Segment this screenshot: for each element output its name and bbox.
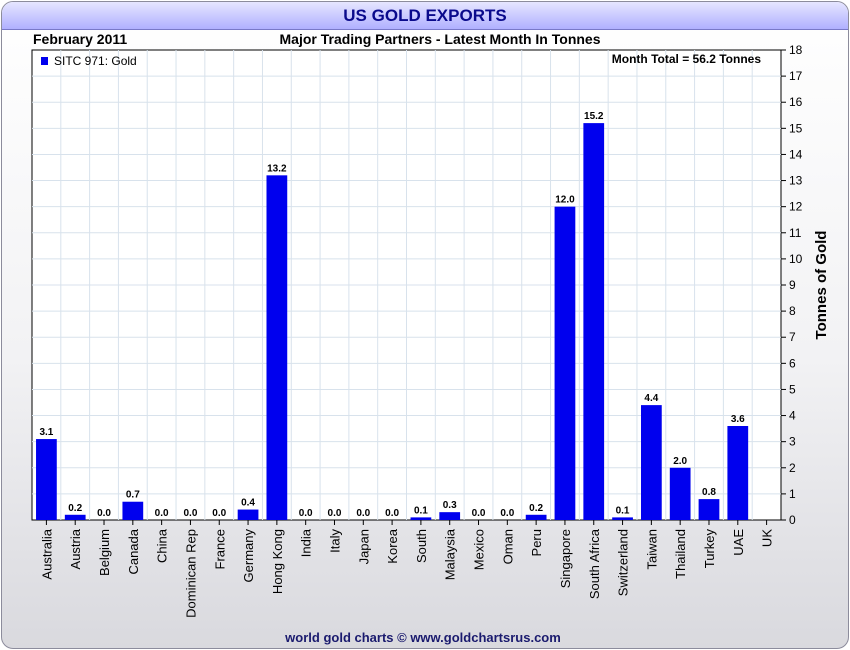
bar-turkey — [698, 499, 720, 520]
x-tick-label: Dominican Rep — [183, 529, 198, 618]
bar-value-label: 0.0 — [356, 508, 370, 519]
x-tick-label: China — [155, 528, 170, 563]
y-tick-label: 13 — [789, 174, 803, 188]
x-tick-label: Canada — [126, 528, 141, 574]
bar-value-label: 0.0 — [155, 508, 169, 519]
x-tick-label: UK — [760, 529, 775, 547]
bar-peru — [525, 514, 547, 520]
x-tick-label: Korea — [385, 528, 400, 563]
x-tick-label: Turkey — [702, 529, 717, 569]
bars — [36, 123, 749, 521]
x-tick-label: South — [414, 529, 429, 563]
bar-uae — [727, 426, 749, 520]
x-tick-label: Italy — [327, 529, 342, 553]
footer-credit: world gold charts © www.goldchartsrus.co… — [285, 630, 561, 645]
bar-thailand — [669, 467, 691, 520]
x-tick-label: Austria — [68, 528, 83, 569]
x-tick-label: Japan — [356, 529, 371, 564]
bar-value-label: 3.6 — [731, 414, 745, 425]
bar-value-label: 0.1 — [616, 505, 630, 516]
bar-value-label: 0.0 — [500, 508, 514, 519]
x-tick-label: Germany — [241, 529, 256, 583]
y-tick-label: 7 — [789, 330, 796, 344]
legend-swatch — [41, 57, 48, 65]
bar-value-label: 3.1 — [39, 427, 53, 438]
x-tick-label: Oman — [500, 529, 515, 564]
gridlines — [32, 50, 781, 520]
x-tick-label: France — [212, 529, 227, 569]
month-total-annotation: Month Total = 56.2 Tonnes — [612, 52, 762, 66]
bar-value-label: 12.0 — [555, 195, 575, 206]
bar-canada — [122, 501, 144, 520]
x-tick-label: Malaysia — [443, 528, 458, 580]
y-tick-label: 11 — [789, 226, 802, 240]
y-tick-label: 10 — [789, 252, 803, 266]
chart-title: US GOLD EXPORTS — [2, 2, 848, 30]
x-tick-label: South Africa — [587, 528, 602, 599]
bar-singapore — [554, 206, 576, 520]
bar-hong-kong — [266, 175, 288, 521]
chart-subtitle: Major Trading Partners - Latest Month In… — [279, 31, 601, 47]
x-tick-label: Mexico — [472, 529, 487, 570]
x-tick-label: India — [299, 528, 314, 557]
bar-value-label: 0.0 — [212, 508, 226, 519]
y-tick-label: 0 — [789, 513, 796, 527]
bar-south-africa — [583, 123, 605, 520]
x-tick-label: Australia — [39, 528, 54, 579]
bar-value-label: 0.8 — [702, 487, 716, 498]
y-axis-label: Tonnes of Gold — [813, 231, 830, 340]
bar-value-label: 0.0 — [385, 508, 399, 519]
bar-value-label: 0.0 — [183, 508, 197, 519]
y-tick-label: 1 — [789, 487, 796, 501]
x-axis-labels: Australia Austria Belgium Canada China Domini… — [39, 520, 775, 618]
y-tick-label: 12 — [789, 200, 803, 214]
y-tick-label: 2 — [789, 461, 796, 475]
x-tick-label: Taiwan — [644, 529, 659, 569]
bar-value-label: 0.0 — [97, 508, 111, 519]
bar-value-label: 0.2 — [68, 503, 82, 514]
bar-germany — [237, 509, 259, 520]
y-tick-label: 3 — [789, 435, 796, 449]
y-tick-label: 14 — [789, 147, 803, 161]
bar-value-label: 0.7 — [126, 490, 140, 501]
y-tick-label: 18 — [789, 43, 803, 57]
y-tick-label: 16 — [789, 95, 803, 109]
value-labels: 3.1 0.2 0.0 0.7 0.0 0.0 0.0 0.4 13.2 0.0 0.0 0.0 0.0… — [39, 111, 745, 519]
bar-value-label: 0.2 — [529, 503, 543, 514]
y-tick-label: 8 — [789, 304, 796, 318]
bar-south — [410, 517, 432, 520]
bar-value-label: 0.0 — [299, 508, 313, 519]
bar-australia — [36, 439, 57, 520]
bar-austria — [64, 514, 86, 520]
bar-value-label: 0.3 — [443, 500, 457, 511]
bar-value-label: 4.4 — [644, 393, 658, 404]
bar-value-label: 13.2 — [267, 163, 287, 174]
legend-label: SITC 971: Gold — [54, 54, 137, 68]
bar-value-label: 0.4 — [241, 498, 255, 509]
bar-value-label: 15.2 — [584, 111, 604, 122]
bar-value-label: 0.0 — [328, 508, 342, 519]
bar-malaysia — [439, 512, 461, 520]
bar-switzerland — [612, 517, 633, 520]
y-tick-label: 17 — [789, 69, 803, 83]
bar-value-label: 0.1 — [414, 505, 428, 516]
date-label: February 2011 — [33, 31, 128, 47]
x-tick-label: Switzerland — [616, 529, 631, 596]
bar-value-label: 0.0 — [472, 508, 486, 519]
y-tick-label: 6 — [789, 356, 796, 370]
x-tick-label: Thailand — [673, 529, 688, 579]
x-tick-label: Belgium — [97, 529, 112, 576]
x-tick-label: Hong Kong — [270, 529, 285, 594]
x-tick-label: Peru — [529, 529, 544, 556]
x-tick-label: UAE — [731, 529, 746, 556]
bar-value-label: 2.0 — [673, 456, 687, 467]
bar-taiwan — [640, 405, 662, 520]
y-tick-label: 5 — [789, 382, 796, 396]
y-tick-label: 4 — [789, 409, 796, 423]
x-tick-label: Singapore — [558, 529, 573, 588]
y-tick-label: 9 — [789, 278, 796, 292]
y-tick-label: 15 — [789, 121, 803, 135]
